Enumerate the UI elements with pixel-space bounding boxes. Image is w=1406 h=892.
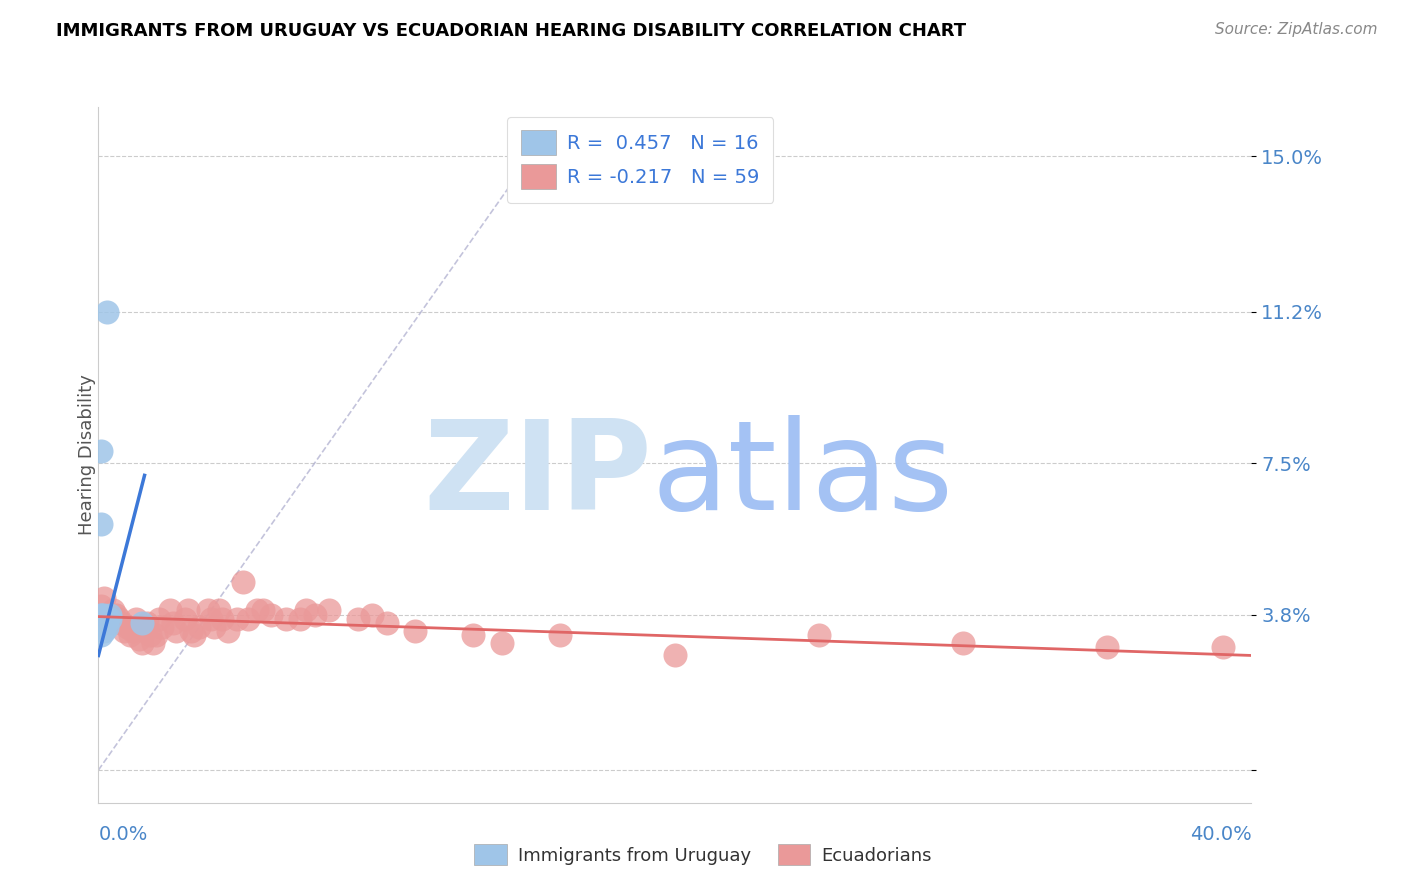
Point [211, 612, 233, 626]
Point [1097, 640, 1119, 655]
Point [952, 636, 974, 650]
Text: Source: ZipAtlas.com: Source: ZipAtlas.com [1215, 22, 1378, 37]
Point [90, 607, 112, 622]
Point [208, 603, 231, 617]
Point [238, 612, 260, 626]
Point [98, 612, 121, 626]
Point [96, 607, 118, 622]
Y-axis label: Hearing Disability: Hearing Disability [79, 375, 96, 535]
Point [136, 615, 159, 630]
Point [252, 603, 274, 617]
Point [246, 603, 269, 617]
Point [101, 603, 124, 617]
Point [318, 603, 340, 617]
Point [139, 628, 162, 642]
Point [548, 628, 571, 642]
Text: 0.0%: 0.0% [98, 825, 148, 844]
Point [131, 615, 153, 630]
Point [162, 615, 184, 630]
Point [1212, 640, 1234, 655]
Point [120, 628, 142, 642]
Point [375, 615, 398, 630]
Point [90, 599, 112, 614]
Point [131, 636, 153, 650]
Point [134, 624, 156, 638]
Point [90, 443, 112, 458]
Point [145, 628, 167, 642]
Point [128, 632, 150, 646]
Point [361, 607, 384, 622]
Text: atlas: atlas [652, 416, 953, 536]
Point [90, 517, 112, 532]
Point [110, 615, 132, 630]
Point [177, 603, 200, 617]
Point [664, 648, 686, 663]
Point [112, 624, 135, 638]
Point [274, 612, 297, 626]
Point [405, 624, 427, 638]
Point [93, 612, 115, 626]
Point [188, 620, 211, 634]
Point [174, 612, 197, 626]
Point [104, 607, 127, 622]
Point [90, 628, 112, 642]
Point [148, 612, 170, 626]
Point [217, 624, 239, 638]
Point [93, 591, 115, 606]
Point [107, 612, 129, 626]
Point [231, 574, 254, 589]
Point [150, 620, 173, 634]
Point [491, 636, 513, 650]
Text: 40.0%: 40.0% [1189, 825, 1251, 844]
Point [346, 612, 368, 626]
Point [200, 612, 222, 626]
Point [225, 612, 247, 626]
Point [98, 615, 121, 630]
Point [295, 603, 318, 617]
Point [90, 615, 112, 630]
Point [93, 607, 115, 622]
Point [159, 603, 181, 617]
Point [183, 628, 205, 642]
Point [807, 628, 830, 642]
Point [93, 620, 115, 634]
Point [96, 620, 118, 634]
Point [96, 612, 118, 626]
Point [260, 607, 283, 622]
Legend: R =  0.457   N = 16, R = -0.217   N = 59: R = 0.457 N = 16, R = -0.217 N = 59 [508, 117, 773, 202]
Point [304, 607, 326, 622]
Point [461, 628, 484, 642]
Point [197, 603, 219, 617]
Point [122, 624, 145, 638]
Point [90, 607, 112, 622]
Text: ZIP: ZIP [423, 416, 652, 536]
Point [180, 624, 202, 638]
Text: IMMIGRANTS FROM URUGUAY VS ECUADORIAN HEARING DISABILITY CORRELATION CHART: IMMIGRANTS FROM URUGUAY VS ECUADORIAN HE… [56, 22, 966, 40]
Point [202, 620, 225, 634]
Point [165, 624, 187, 638]
Legend: Immigrants from Uruguay, Ecuadorians: Immigrants from Uruguay, Ecuadorians [465, 835, 941, 874]
Point [96, 304, 118, 318]
Point [142, 636, 165, 650]
Point [98, 607, 121, 622]
Point [125, 612, 148, 626]
Point [93, 624, 115, 638]
Point [117, 620, 138, 634]
Point [290, 612, 312, 626]
